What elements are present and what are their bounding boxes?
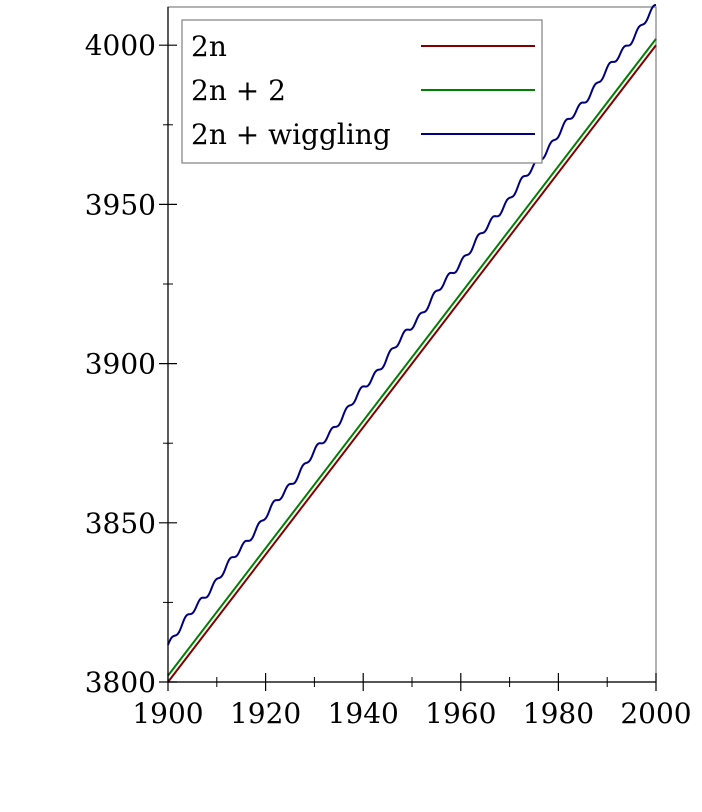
series-line-2 [167,3,657,646]
series-line-1 [167,38,657,677]
x-tick-label: 1960 [425,697,496,730]
axes-layer: 1900 1920 1940 1960 1980 2000 3800 3850 3900 3950… [85,7,692,730]
y-tick-label: 3900 [85,348,156,381]
x-tick-label: 1900 [132,697,203,730]
series-layer [167,3,657,683]
series-line-0 [167,44,657,683]
legend: 2n 2n + 2 2n + wiggling [181,19,543,164]
y-tick-label: 3800 [85,666,156,699]
x-tick-label: 1980 [523,697,594,730]
x-tick-label: 1940 [328,697,399,730]
legend-box [181,19,543,164]
legend-label-1: 2n + 2 [191,74,286,107]
y-tick-label: 3950 [85,188,156,221]
y-tick-label: 4000 [85,29,156,62]
x-tick-label: 2000 [620,697,691,730]
legend-label-0: 2n [191,30,227,63]
legend-label-2: 2n + wiggling [191,118,391,151]
y-tick-label: 3850 [85,507,156,540]
x-tick-label: 1920 [230,697,301,730]
